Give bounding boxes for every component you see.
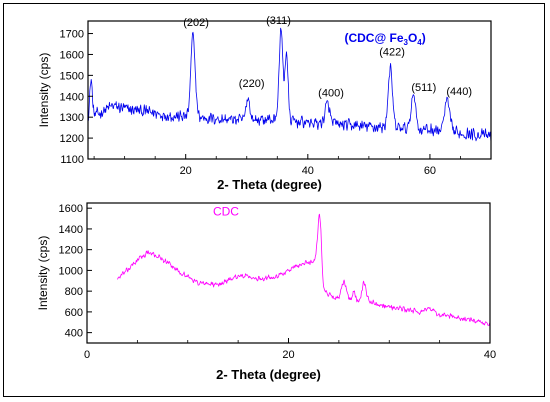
y-tick-label: 600 [65, 307, 83, 319]
peak-label: (311) [266, 15, 291, 27]
y-tick-label: 1000 [59, 265, 83, 277]
x-tick-label: 40 [302, 165, 314, 177]
y-tick-label: 1200 [59, 245, 83, 257]
y-tick-label: 1600 [60, 49, 84, 61]
x-axis-label: 2- Theta (degree) [216, 367, 321, 382]
chart-panel-2: 0 20 40 400 600 800 1000 1200 1400 1600 2- Theta (… [36, 202, 496, 382]
y-tick-label: 1700 [60, 29, 84, 41]
y-tick-label: 1400 [60, 91, 84, 103]
plot-area-1 [87, 20, 492, 160]
plot-area-2 [86, 202, 491, 344]
y-tick-label: 1600 [59, 203, 83, 215]
y-tick-label: 1500 [60, 70, 84, 82]
series-line-2 [117, 213, 491, 326]
peak-label: (511) [411, 82, 436, 94]
x-axis-label: 2- Theta (degree) [217, 177, 322, 192]
series-label: (CDC@ Fe3O4) [344, 31, 425, 47]
y-axis-label: Intensity (cps) [37, 53, 51, 128]
peak-label: (220) [239, 78, 265, 90]
y-axis-label: Intensity (cps) [36, 236, 50, 311]
peak-label: (400) [318, 87, 344, 99]
y-tick-label: 400 [65, 328, 83, 340]
series-line-1 [87, 27, 492, 143]
y-tick-label: 1100 [60, 154, 84, 166]
y-tick-label: 800 [65, 286, 83, 298]
x-tick-label: 40 [484, 349, 496, 361]
x-tick-label: 60 [424, 165, 436, 177]
figure-frame [3, 3, 545, 397]
x-tick-label: 20 [282, 349, 294, 361]
y-tick-label: 1200 [60, 133, 84, 145]
y-tick-label: 1400 [59, 224, 83, 236]
chart-panel-1: 20 40 60 1100 1200 1300 1400 1500 1600 1700 2- The… [37, 15, 492, 192]
peak-label: (440) [446, 86, 472, 98]
y-tick-label: 1300 [60, 112, 84, 124]
series-label: CDC [213, 204, 239, 218]
peak-label: (202) [183, 17, 209, 29]
x-tick-label: 0 [84, 349, 90, 361]
peak-label: (422) [379, 47, 405, 59]
x-tick-label: 20 [180, 165, 192, 177]
